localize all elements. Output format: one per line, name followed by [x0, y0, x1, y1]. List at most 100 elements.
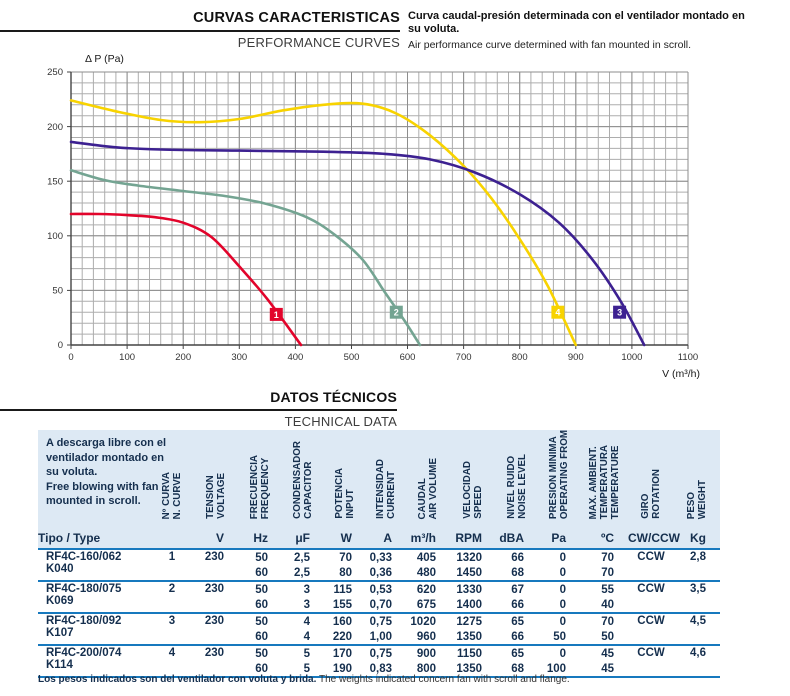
- cell-w: 155: [332, 598, 352, 611]
- table-row: 60 2,5 80 0,36 480 1450 68 0 70: [38, 565, 720, 581]
- y-tick-label: 250: [47, 67, 63, 78]
- curves-title-rule: [0, 30, 400, 32]
- unit-label-10: ºC: [580, 527, 628, 551]
- x-tick-label: 400: [287, 352, 303, 363]
- curve-marker-4: 4: [551, 305, 565, 319]
- cell-rpm: 1320: [456, 551, 482, 564]
- curve-2: [69, 169, 422, 347]
- cell-m3h: 675: [416, 598, 436, 611]
- x-tick-label: 100: [119, 352, 135, 363]
- cell-hz: 60: [255, 630, 268, 643]
- unit-label-12: Kg: [674, 527, 720, 551]
- cell-w: 170: [324, 644, 366, 662]
- cell-pa: 0: [559, 566, 566, 579]
- cell-hz: 60: [255, 598, 268, 611]
- cell-curve: 1: [168, 551, 176, 564]
- unit-label-4: W: [324, 527, 366, 551]
- column-header-2: FRECUENCIA FREQUENCY: [238, 430, 282, 528]
- column-header-text: PRESION MINIMA OPERATING FROM: [548, 430, 570, 520]
- column-header-6: CAUDAL AIR VOLUME: [406, 430, 450, 528]
- cell-m3h: 900: [406, 644, 450, 662]
- curve-marker-3: 3: [613, 305, 627, 319]
- unit-label-7: RPM: [450, 527, 496, 551]
- cell-curve: 3: [150, 612, 194, 646]
- cell-rotation: CCW: [637, 551, 665, 564]
- footnote-es: Los pesos indicados son del ventilador c…: [38, 674, 317, 685]
- svg-text:3: 3: [617, 308, 622, 318]
- column-header-5: INTENSIDAD CURRENT: [366, 430, 406, 528]
- performance-chart: 0 100 200 300 400 500 600 700 800 900 1000 11000501…: [47, 53, 700, 380]
- cell-rpm: 1350: [456, 630, 482, 643]
- curves-description: Curva caudal-presión determinada con el …: [408, 10, 753, 52]
- cell-uf: 3: [303, 598, 310, 611]
- curves-desc-es: Curva caudal-presión determinada con el …: [408, 10, 745, 35]
- cell-rotation: CCW: [628, 644, 674, 678]
- cell-uf: 3: [282, 580, 324, 598]
- cell-pa: 100: [546, 662, 566, 675]
- intro-line: su voluta.: [46, 466, 98, 478]
- cell-rpm: 1330: [450, 580, 496, 598]
- column-header-11: GIRO ROTATION: [628, 430, 674, 528]
- cell-hz: 50: [238, 644, 282, 662]
- curve-1: [69, 212, 303, 347]
- cell-c: 55: [580, 580, 628, 598]
- x-tick-label: 900: [568, 352, 584, 363]
- cell-uf: 4: [303, 630, 310, 643]
- column-header-12: PESO WEIGHT: [674, 430, 720, 528]
- cell-rpm: 1150: [450, 644, 496, 662]
- cell-pa: 0: [559, 598, 566, 611]
- technical-title-rule: [0, 409, 397, 411]
- x-tick-label: 600: [400, 352, 416, 363]
- y-tick-label: 150: [47, 176, 63, 187]
- cell-uf: 2,5: [294, 566, 310, 579]
- cell-a: 0,75: [366, 612, 406, 630]
- cell-c: 40: [601, 598, 614, 611]
- table-body: RF4C-160/062 K040 1 230 50 2,5 70 0,33 405 1320 6…: [38, 549, 720, 678]
- svg-text:2: 2: [394, 308, 399, 318]
- type-column-header: Tipo / Type: [38, 527, 150, 551]
- curve-4: [69, 99, 578, 347]
- intro-line: A descarga libre con el: [46, 437, 167, 449]
- cell-c: 45: [601, 662, 614, 675]
- x-tick-label: 700: [456, 352, 472, 363]
- x-tick-label: 0: [68, 352, 73, 363]
- y-axis-title: Δ P (Pa): [85, 53, 124, 65]
- cell-type: RF4C-180/075 K069: [38, 580, 150, 614]
- column-header-4: POTENCIA INPUT: [324, 430, 366, 528]
- cell-m3h: 960: [416, 630, 436, 643]
- unit-label-0: [150, 527, 194, 551]
- table-row: RF4C-160/062 K040 1 230 50 2,5 70 0,33 405 1320 6…: [38, 549, 720, 575]
- column-header-text: NIVEL RUIDO NOISE LEVEL: [506, 454, 528, 520]
- x-tick-label: 800: [512, 352, 528, 363]
- column-header-text: CONDENSADOR CAPACITOR: [292, 441, 314, 520]
- cell-m3h: 800: [416, 662, 436, 675]
- table-head: Nº CURVA N. CURVE TENSION VOLTAGE FRECUENCIA…: [38, 430, 720, 551]
- cell-rpm: 1400: [456, 598, 482, 611]
- column-header-text: INTENSIDAD CURRENT: [375, 459, 397, 520]
- curves-desc-en: Air performance curve determined with fa…: [408, 39, 692, 51]
- x-tick-label: 1100: [678, 352, 698, 363]
- curve-3: [69, 140, 646, 347]
- curves-title-en: PERFORMANCE CURVES: [237, 35, 400, 50]
- cell-hz: 60: [255, 662, 268, 675]
- table-row: RF4C-180/075 K069 2 230 50 3 115 0,53 620 1330 67…: [38, 580, 720, 614]
- curves-title-es: CURVAS CARACTERISTICAS: [193, 10, 400, 26]
- column-header-text: POTENCIA INPUT: [334, 468, 356, 520]
- cell-weight: 2,8: [690, 551, 706, 564]
- curves-section-header: CURVAS CARACTERISTICAS PERFORMANCE CURVE…: [0, 0, 400, 50]
- technical-title-en: TECHNICAL DATA: [284, 414, 397, 429]
- unit-label-9: Pa: [538, 527, 580, 551]
- cell-type: RF4C-160/062 K040: [46, 551, 122, 576]
- column-header-3: CONDENSADOR CAPACITOR: [282, 430, 324, 528]
- cell-rpm: 1450: [456, 566, 482, 579]
- cell-weight: 3,5: [674, 580, 720, 614]
- cell-m3h: 405: [416, 551, 436, 564]
- x-tick-label: 1000: [621, 352, 642, 363]
- cell-rotation: CCW: [628, 612, 674, 646]
- cell-hz: 50: [238, 612, 282, 630]
- x-axis-title: V (m³/h): [662, 368, 700, 380]
- footnote: Los pesos indicados son del ventilador c…: [38, 674, 758, 685]
- cell-a: 0,83: [369, 662, 392, 675]
- rotated-header-row: Nº CURVA N. CURVE TENSION VOLTAGE FRECUENCIA…: [38, 430, 720, 528]
